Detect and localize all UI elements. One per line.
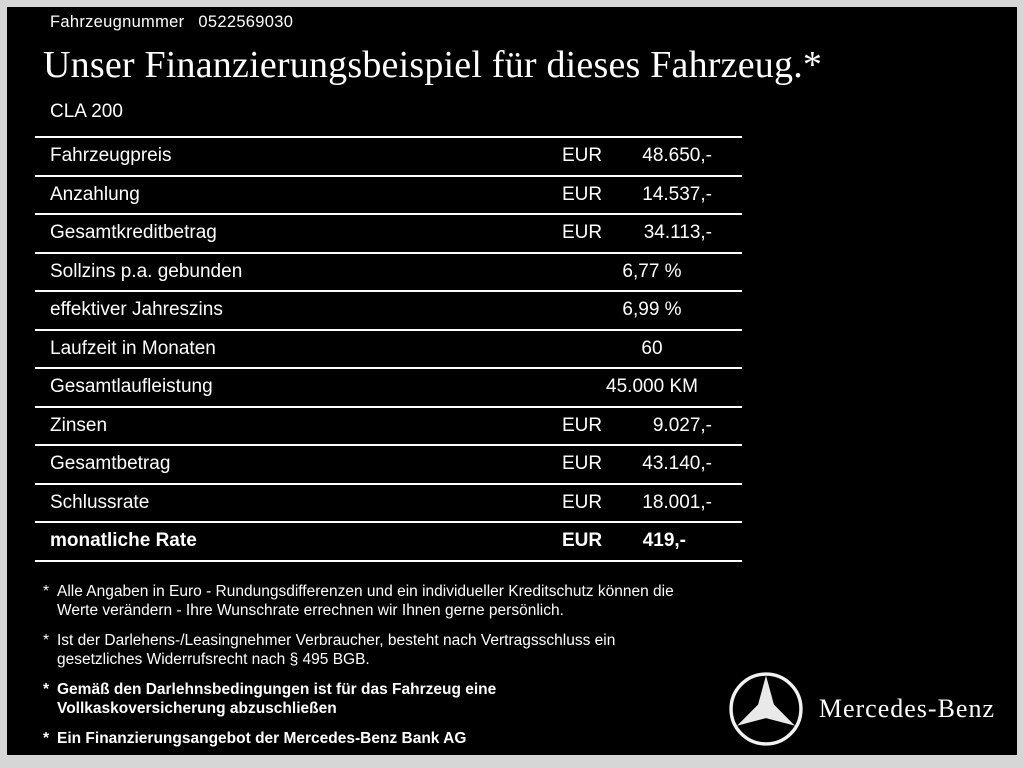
row-label: monatliche Rate (50, 530, 197, 552)
footnote: * Ein Finanzierungsangebot der Mercedes-… (43, 729, 755, 748)
row-label: effektiver Jahreszins (50, 299, 223, 321)
row-label: Gesamtbetrag (50, 453, 171, 475)
footnote-marker: * (43, 582, 50, 600)
row-value-group: EUR 43.140,- (562, 453, 712, 475)
vehicle-number-label: Fahrzeugnummer (50, 13, 185, 31)
footnote-marker: * (43, 729, 50, 747)
page-title: Unser Finanzierungsbeispiel für dieses F… (43, 44, 823, 86)
row-value: 6,77 % (622, 260, 682, 282)
row-currency: EUR (562, 530, 603, 552)
row-value-group: EUR 419,- (562, 530, 712, 552)
row-currency: EUR (562, 491, 603, 513)
row-value: 60 (641, 337, 663, 359)
row-value: 419,- (642, 530, 686, 552)
table-row: Anzahlung EUR 14.537,- (35, 174, 742, 214)
table-row: Gesamtkreditbetrag EUR 34.113,- (35, 213, 742, 252)
row-label: Gesamtlaufleistung (50, 376, 213, 398)
row-currency: EUR (562, 453, 603, 475)
footnote: * Alle Angaben in Euro - Rundungsdiffere… (43, 582, 755, 620)
model-name: CLA 200 (50, 101, 123, 122)
table-row: Laufzeit in Monaten 60 (35, 328, 742, 368)
vehicle-number-value: 0522569030 (198, 13, 294, 31)
row-label: Gesamtkreditbetrag (50, 222, 217, 244)
table-row-monthly-rate: monatliche Rate EUR 419,- (35, 521, 742, 560)
vehicle-number-row: Fahrzeugnummer 0522569030 (50, 11, 1017, 33)
table-row: effektiver Jahreszins 6,99 % (35, 290, 742, 329)
row-label: Sollzins p.a. gebunden (50, 260, 243, 282)
table-row: Gesamtbetrag EUR 43.140,- (35, 444, 742, 483)
footnotes-section: * Alle Angaben in Euro - Rundungsdiffere… (43, 582, 755, 748)
row-value: 45.000 KM (606, 376, 698, 398)
row-value: 14.537,- (642, 183, 712, 205)
row-value-group: 6,77 % (562, 261, 712, 283)
table-row: Zinsen EUR 9.027,- (35, 405, 742, 445)
row-label: Schlussrate (50, 491, 150, 513)
row-value: 9.027,- (652, 414, 712, 436)
row-value-group: EUR 18.001,- (562, 492, 712, 514)
footnote: * Ist der Darlehens-/Leasingnehmer Verbr… (43, 631, 755, 669)
row-label: Zinsen (50, 414, 108, 436)
mercedes-star-icon (729, 672, 803, 746)
row-value-group: EUR 14.537,- (562, 184, 712, 206)
row-value-group: 6,99 % (562, 299, 712, 321)
row-value: 6,99 % (622, 299, 682, 321)
row-value-group: EUR 34.113,- (562, 222, 712, 244)
row-value: 43.140,- (642, 453, 712, 475)
row-currency: EUR (562, 222, 603, 244)
table-row: Fahrzeugpreis EUR 48.650,- (35, 136, 742, 175)
row-value-group: EUR 9.027,- (562, 415, 712, 437)
table-row: Gesamtlaufleistung 45.000 KM (35, 367, 742, 406)
footnote-text: Ein Finanzierungsangebot der Mercedes-Be… (57, 729, 467, 747)
financing-table: Fahrzeugpreis EUR 48.650,- Anzahlung EUR… (35, 136, 742, 562)
row-value: 34.113,- (643, 222, 712, 244)
row-label: Fahrzeugpreis (50, 145, 172, 167)
footnote: * Gemäß den Darlehnsbedingungen ist für … (43, 680, 755, 718)
row-currency: EUR (562, 414, 603, 436)
brand-wordmark: Mercedes-Benz (818, 694, 995, 723)
table-row: Sollzins p.a. gebunden 6,77 % (35, 251, 742, 291)
table-row: Schlussrate EUR 18.001,- (35, 482, 742, 522)
finance-offer-image: Fahrzeugnummer 0522569030 Unser Finanzier… (7, 7, 1017, 755)
row-value: 48.650,- (642, 145, 712, 167)
row-currency: EUR (562, 145, 603, 167)
row-value: 18.001,- (642, 491, 712, 513)
footnote-marker: * (43, 680, 50, 698)
footnote-text: Ist der Darlehens-/Leasingnehmer Verbrau… (57, 631, 616, 668)
row-currency: EUR (562, 183, 603, 205)
row-value-group: 45.000 KM (562, 376, 712, 398)
row-value-group: EUR 48.650,- (562, 145, 712, 167)
row-label: Anzahlung (50, 183, 140, 205)
brand-footer: Mercedes-Benz (728, 671, 995, 747)
footnote-text: Gemäß den Darlehnsbedingungen ist für da… (57, 680, 497, 717)
footnote-text: Alle Angaben in Euro - Rundungsdifferenz… (57, 582, 674, 619)
row-label: Laufzeit in Monaten (50, 337, 216, 359)
row-value-group: 60 (562, 338, 712, 360)
footnote-marker: * (43, 631, 50, 649)
